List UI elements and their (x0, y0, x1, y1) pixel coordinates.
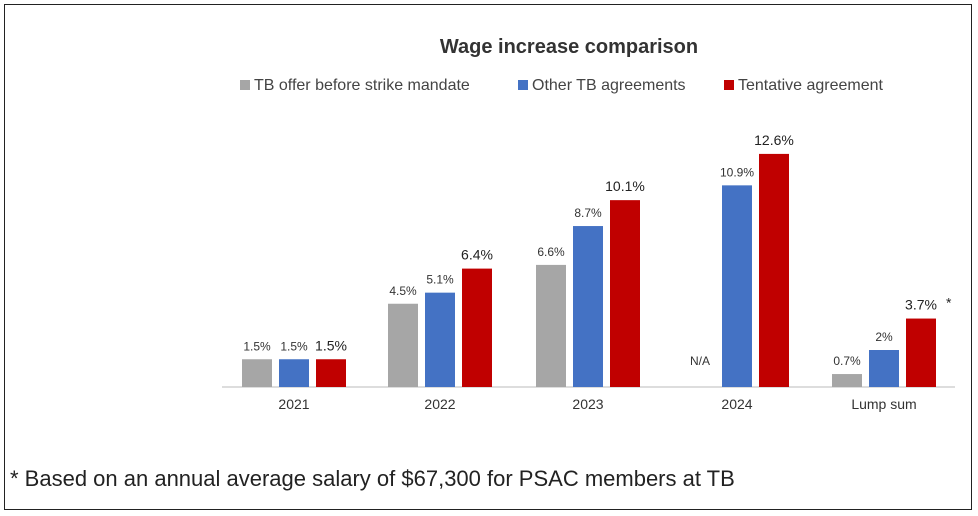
x-tick-label-2021: 2021 (278, 396, 309, 412)
bar-lump-sum-tb-offer-before-strike-mandate (832, 374, 862, 387)
legend-swatch-tb-offer-before-strike-mandate (240, 80, 250, 90)
data-label-2024-tb-offer-before-strike-mandate: N/A (690, 354, 710, 368)
bars-group (242, 153, 936, 387)
chart-frame (4, 4, 972, 510)
data-label-2023-tb-offer-before-strike-mandate: 6.6% (537, 245, 565, 259)
bar-2022-other-tb-agreements (425, 292, 455, 387)
asterisk-annotation: * (946, 295, 952, 311)
bar-chart: Wage increase comparison TB offer before… (222, 36, 955, 412)
x-tick-label-2023: 2023 (572, 396, 603, 412)
bar-2022-tb-offer-before-strike-mandate (388, 303, 418, 387)
legend-label-tentative-agreement: Tentative agreement (738, 77, 884, 94)
legend-label-tb-offer-before-strike-mandate: TB offer before strike mandate (254, 77, 470, 94)
legend: TB offer before strike mandate Other TB a… (240, 77, 884, 94)
chart-title: Wage increase comparison (440, 36, 698, 58)
data-label-2022-tentative-agreement: 6.4% (461, 247, 493, 263)
bar-lump-sum-other-tb-agreements (869, 350, 899, 387)
data-label-2021-tb-offer-before-strike-mandate: 1.5% (243, 339, 271, 353)
legend-swatch-tentative-agreement (724, 80, 734, 90)
x-tick-label-lump-sum: Lump sum (851, 396, 916, 412)
bar-2023-tentative-agreement (610, 200, 640, 387)
bar-2024-tentative-agreement (759, 153, 789, 387)
bar-2021-other-tb-agreements (279, 359, 309, 387)
bar-2023-tb-offer-before-strike-mandate (536, 264, 566, 387)
data-label-2021-other-tb-agreements: 1.5% (280, 339, 308, 353)
x-tick-labels-group: 2021 2022 2023 2024 Lump sum (278, 396, 916, 412)
x-tick-label-2022: 2022 (424, 396, 455, 412)
bar-2021-tb-offer-before-strike-mandate (242, 359, 272, 387)
data-label-2021-tentative-agreement: 1.5% (315, 337, 347, 353)
bar-2022-tentative-agreement (462, 268, 492, 387)
data-label-2023-other-tb-agreements: 8.7% (574, 206, 602, 220)
data-label-2022-tb-offer-before-strike-mandate: 4.5% (389, 284, 417, 298)
x-tick-label-2024: 2024 (721, 396, 752, 412)
data-label-lump-sum-tb-offer-before-strike-mandate: 0.7% (833, 354, 861, 368)
bar-2023-other-tb-agreements (573, 226, 603, 387)
legend-swatch-other-tb-agreements (518, 80, 528, 90)
data-label-2024-other-tb-agreements: 10.9% (720, 165, 754, 179)
data-label-2024-tentative-agreement: 12.6% (754, 132, 794, 148)
bar-2021-tentative-agreement (316, 359, 346, 387)
data-labels-group: 1.5% 1.5% 1.5% 4.5% 5.1% 6.4% 6.6% 8.7%10.1% N/A… (243, 132, 952, 368)
bar-2024-other-tb-agreements (722, 185, 752, 387)
bar-lump-sum-tentative-agreement (906, 318, 936, 387)
footnote: * Based on an annual average salary of $… (10, 466, 735, 491)
data-label-2023-tentative-agreement: 10.1% (605, 178, 645, 194)
data-label-lump-sum-tentative-agreement: 3.7% (905, 297, 937, 313)
legend-label-other-tb-agreements: Other TB agreements (532, 77, 686, 94)
data-label-2022-other-tb-agreements: 5.1% (426, 273, 454, 287)
data-label-lump-sum-other-tb-agreements: 2% (875, 330, 893, 344)
